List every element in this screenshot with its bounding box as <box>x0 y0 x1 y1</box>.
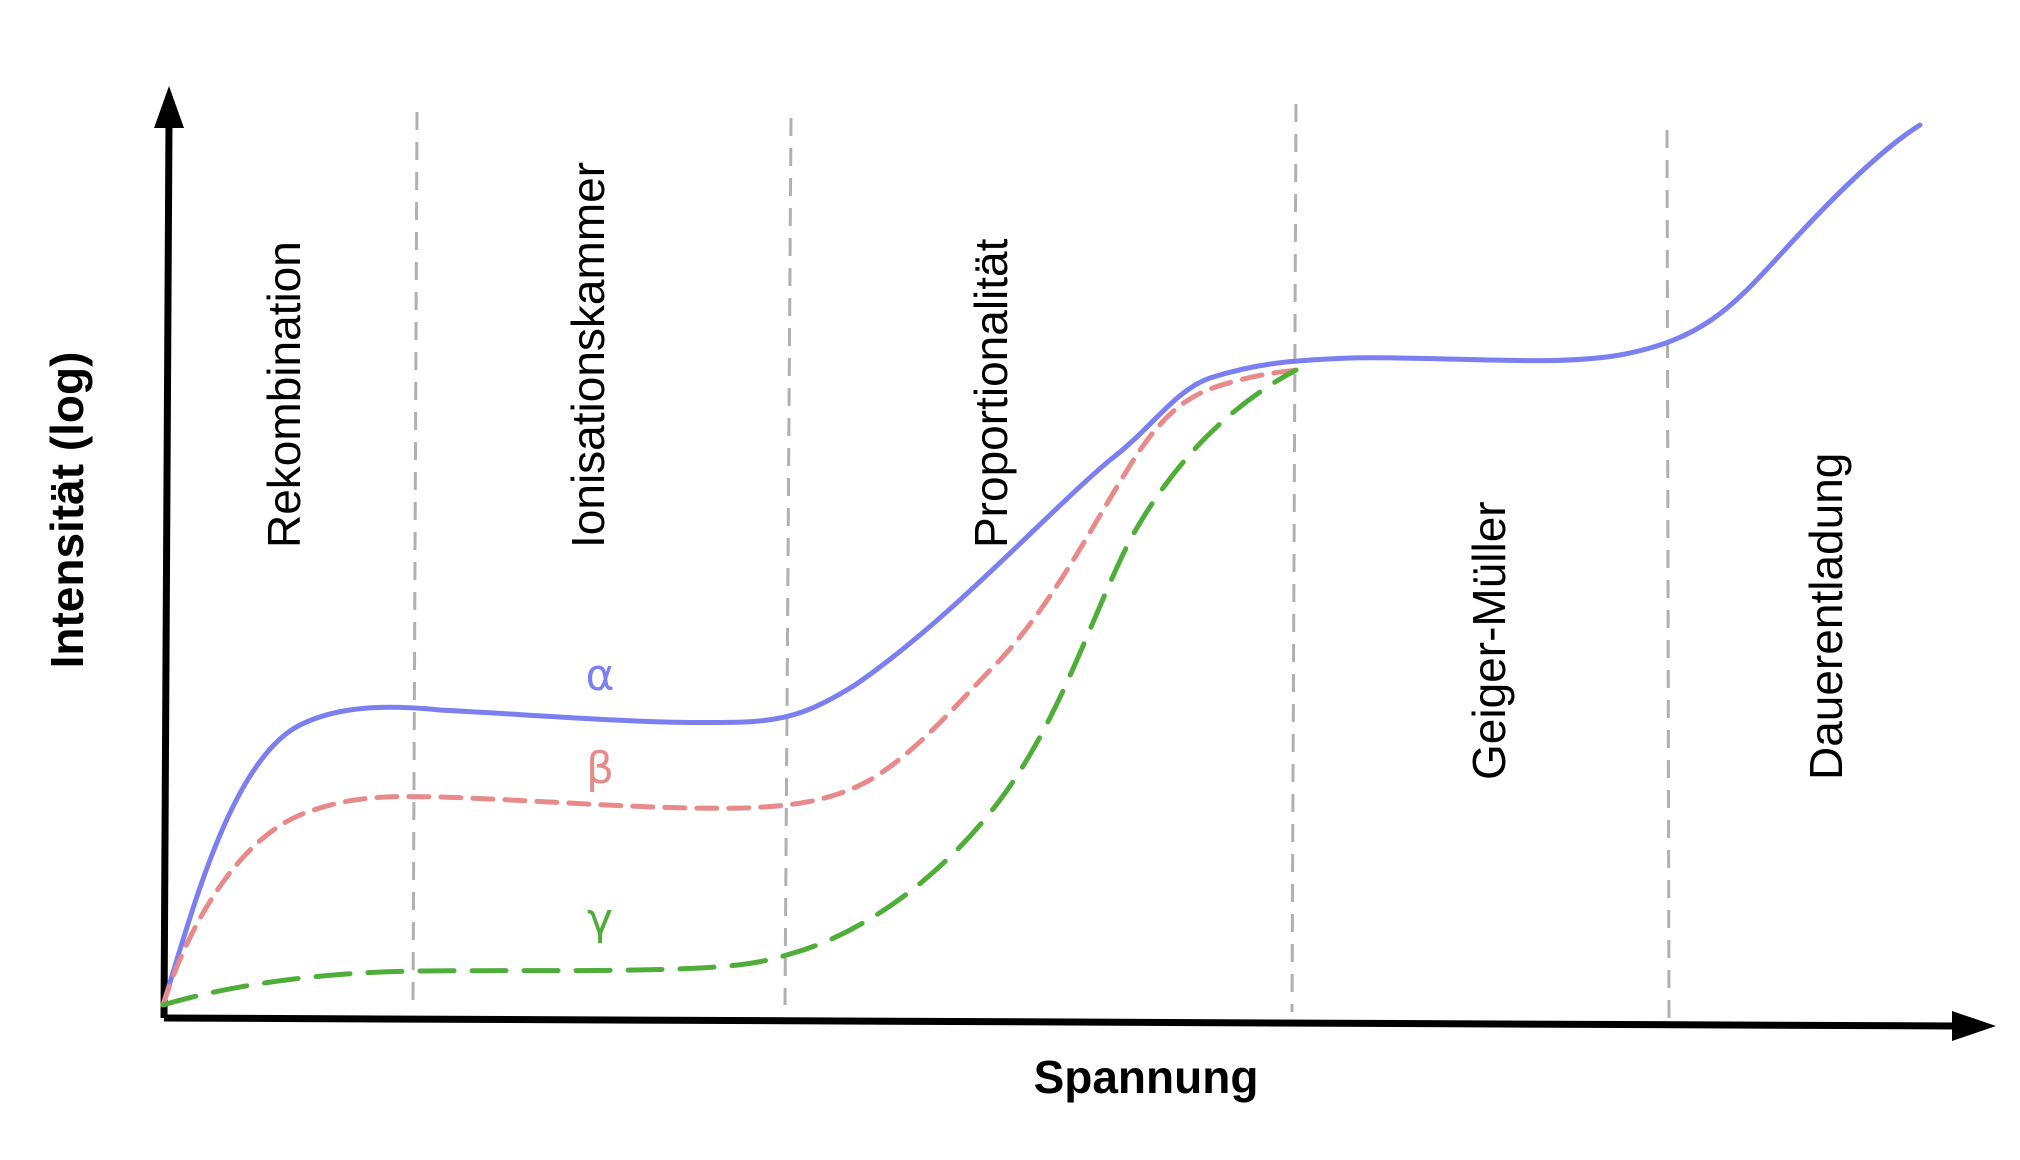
region-dividers <box>411 103 1671 1019</box>
beta-label: β <box>586 743 614 794</box>
region-label-proportionalitaet: Proportionalität <box>965 238 1017 548</box>
region-label-ionisationskammer: Ionisationskammer <box>562 162 614 548</box>
gamma-curve <box>160 367 1299 1008</box>
alpha-curve <box>160 122 1923 1008</box>
divider-1 <box>411 111 419 1006</box>
y-axis-arrowhead <box>154 86 184 128</box>
curves <box>160 122 1923 1008</box>
gamma-label: γ <box>587 894 613 945</box>
divider-2 <box>783 117 793 1006</box>
axes <box>154 86 1996 1041</box>
divider-3 <box>1290 103 1298 1013</box>
region-label-dauerentladung: Dauerentladung <box>1800 453 1852 780</box>
x-axis-arrowhead <box>1952 1011 1996 1041</box>
x-axis-line <box>163 1014 1956 1030</box>
region-label-geiger-mueller: Geiger-Müller <box>1463 501 1515 780</box>
divider-4 <box>1665 129 1671 1019</box>
region-label-rekombination: Rekombination <box>258 241 310 548</box>
alpha-label: α <box>585 650 614 701</box>
y-axis-title: Intensität (log) <box>41 352 93 669</box>
y-axis-line <box>160 119 173 1019</box>
x-axis-title: Spannung <box>1034 1051 1259 1103</box>
beta-curve <box>160 367 1299 1008</box>
